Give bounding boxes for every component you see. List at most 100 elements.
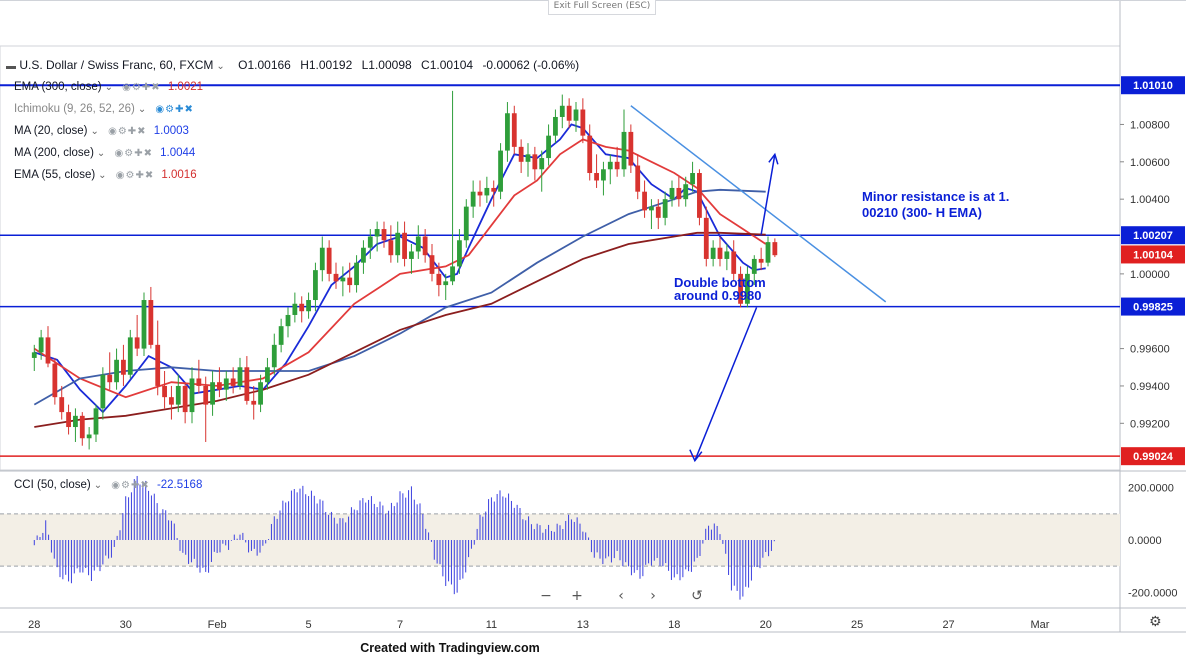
- indicator-value: 1.0044: [160, 147, 196, 159]
- price-level-tag: [1121, 76, 1185, 95]
- descending-trendline: [630, 105, 887, 303]
- candle-body: [731, 251, 737, 274]
- candle-body: [169, 397, 174, 405]
- candle-body: [505, 113, 510, 151]
- candle-body: [134, 337, 140, 349]
- candle-body: [395, 232, 401, 256]
- candle-body: [66, 412, 71, 428]
- exit-fullscreen-button[interactable]: Exit Full Screen (ESC): [548, 0, 656, 15]
- chevron-down-icon[interactable]: ⌄: [90, 126, 99, 137]
- candle-body: [457, 240, 462, 267]
- indicator-legend-ema300[interactable]: EMA (300, close) ⌄ ◉⚙✚✖ 1.0021: [14, 81, 203, 93]
- indicator-controls-icon[interactable]: ◉⚙✚✖: [111, 480, 150, 491]
- indicator-label: EMA (300, close): [14, 81, 102, 93]
- indicator-legend-ema55[interactable]: EMA (55, close) ⌄ ◉⚙✚✖ 1.0016: [14, 169, 197, 181]
- x-tick-label: 25: [851, 619, 863, 631]
- candle-body: [532, 154, 538, 170]
- x-tick-label: 7: [397, 619, 403, 631]
- candle-body: [402, 232, 407, 259]
- candle-body: [148, 300, 154, 345]
- candle-body: [244, 367, 250, 401]
- cci-tick-label: -200.0000: [1128, 587, 1178, 599]
- chevron-down-icon[interactable]: ⌄: [98, 170, 107, 181]
- price-level-label: 1.01010: [1133, 80, 1173, 92]
- chevron-down-icon[interactable]: ⌄: [216, 61, 225, 72]
- candle-body: [182, 385, 188, 413]
- chevron-down-icon[interactable]: ⌄: [104, 82, 113, 93]
- chevron-down-icon[interactable]: ⌄: [96, 148, 106, 159]
- candle-body: [271, 344, 277, 368]
- price-level-label: 0.99024: [1133, 451, 1174, 463]
- candle-body: [628, 131, 634, 166]
- candle-body: [587, 135, 593, 174]
- candle-body: [141, 300, 147, 349]
- price-level-tag: [1121, 447, 1185, 466]
- candle-body: [31, 352, 37, 358]
- candle-body: [491, 187, 497, 192]
- low-value: 1.00098: [368, 58, 412, 72]
- reset-chart-button[interactable]: ↺: [691, 588, 703, 604]
- candle-body: [601, 169, 606, 181]
- symbol-title[interactable]: U.S. Dollar / Swiss Franc, 60, FXCM: [19, 58, 214, 72]
- chevron-down-icon[interactable]: ⌄: [93, 480, 103, 491]
- cci-legend[interactable]: CCI (50, close) ⌄ ◉⚙✚✖ -22.5168: [14, 479, 202, 491]
- x-tick-label: 28: [28, 619, 40, 631]
- candle-body: [381, 229, 387, 241]
- chevron-down-icon[interactable]: ⌄: [137, 104, 147, 115]
- y-tick-label: 0.99200: [1130, 418, 1170, 430]
- candle-body: [162, 385, 167, 398]
- indicator-legend-ma200[interactable]: MA (200, close) ⌄ ◉⚙✚✖ 1.0044: [14, 147, 195, 159]
- indicator-legend-ma20[interactable]: MA (20, close) ⌄ ◉⚙✚✖ 1.0003: [14, 125, 189, 137]
- candle-body: [703, 217, 709, 259]
- indicator-controls-icon[interactable]: ◉⚙✚✖: [114, 148, 153, 159]
- price-level-tag: [1121, 297, 1185, 316]
- candle-body: [484, 187, 490, 196]
- candle-body: [498, 150, 503, 192]
- candle-body: [655, 206, 661, 218]
- indicator-value: 1.0003: [153, 125, 189, 137]
- scroll-left-button[interactable]: ‹: [618, 588, 624, 604]
- candle-body: [210, 382, 215, 405]
- close-label: C: [421, 58, 430, 72]
- x-tick-label: 27: [942, 619, 954, 631]
- candle-body: [230, 378, 236, 386]
- candle-body: [45, 337, 51, 364]
- candle-body: [511, 113, 517, 147]
- axes: 1.00800 1.00600 1.00400 1.00000 0.99600 0.994…: [28, 119, 1177, 631]
- indicator-legend-ichimoku[interactable]: Ichimoku (9, 26, 52, 26) ⌄ ◉⚙✚✖: [14, 103, 194, 115]
- low-label: L: [361, 58, 369, 72]
- candle-body: [203, 385, 209, 405]
- price-level-tag: [1121, 226, 1185, 245]
- close-value: 1.00104: [429, 58, 474, 72]
- candle-body: [724, 251, 730, 259]
- indicator-label: EMA (55, close): [14, 169, 96, 181]
- x-tick-label: Mar: [1031, 619, 1050, 631]
- cci-label: CCI (50, close): [14, 479, 91, 491]
- zoom-in-button[interactable]: +: [571, 588, 583, 604]
- candle-body: [539, 158, 545, 170]
- candle-body: [470, 191, 476, 207]
- high-value: 1.00192: [308, 58, 353, 72]
- down-arrow: [694, 307, 758, 461]
- scroll-right-button[interactable]: ›: [650, 588, 656, 604]
- up-arrow: [760, 154, 776, 235]
- candle-body: [580, 109, 586, 136]
- drawings: Minor resistance is at 1. 00210 (300- H E…: [630, 105, 1009, 463]
- indicator-controls-icon[interactable]: ◉⚙✚✖: [155, 104, 194, 115]
- indicator-controls-icon[interactable]: ◉⚙✚✖: [122, 82, 161, 93]
- candle-body: [361, 247, 366, 263]
- candle-body: [251, 400, 257, 405]
- candle-body: [306, 300, 311, 312]
- open-label: O: [238, 58, 248, 72]
- zoom-out-button[interactable]: −: [540, 588, 552, 604]
- chart-menu-icon[interactable]: ▬: [6, 61, 16, 72]
- indicator-controls-icon[interactable]: ◉⚙✚✖: [115, 170, 155, 181]
- candle-body: [621, 131, 627, 170]
- annotation-line: Double bottom: [674, 275, 766, 290]
- candle-body: [642, 191, 647, 211]
- candle-body: [299, 303, 305, 312]
- settings-gear-icon[interactable]: ⚙: [1149, 614, 1162, 630]
- indicator-controls-icon[interactable]: ◉⚙✚✖: [108, 126, 147, 137]
- symbol-legend: ▬ U.S. Dollar / Swiss Franc, 60, FXCM ⌄ O…: [6, 58, 579, 72]
